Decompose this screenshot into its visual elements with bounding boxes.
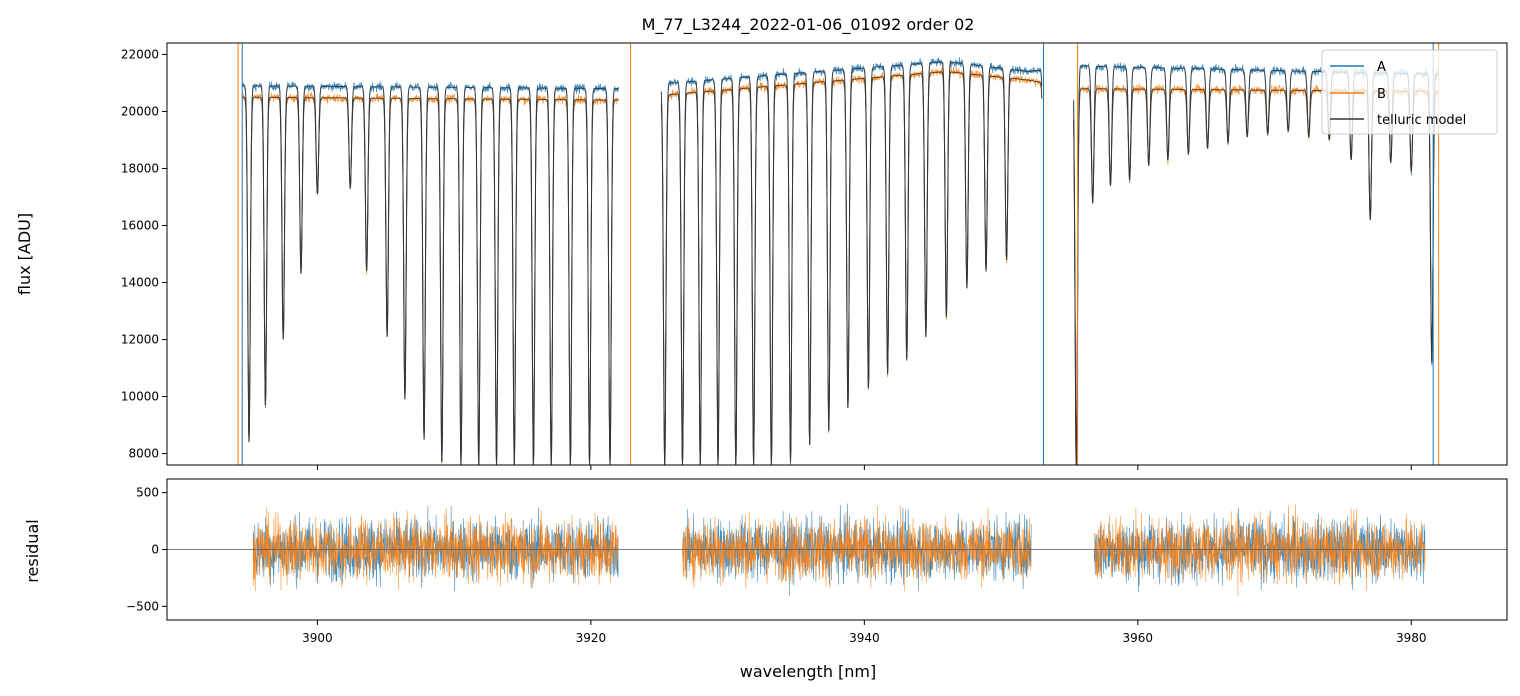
flux-y-tick-label: 16000 [121,218,159,232]
x-tick-label: 3960 [1123,631,1154,645]
residual-y-axis-label: residual [23,519,42,582]
flux-y-tick-label: 20000 [121,104,159,118]
flux-y-tick-label: 14000 [121,276,159,290]
legend-label-telluric-model: telluric model [1377,113,1466,128]
legend-box [1321,49,1498,135]
legend-label-a: A [1377,60,1386,75]
x-axis-label: wavelength [nm] [740,662,877,681]
residual-plot-area [167,503,1507,597]
flux-y-tick-label: 12000 [121,333,159,347]
legend-label-b: B [1377,87,1386,102]
x-tick-label: 3980 [1396,631,1427,645]
residual-x-ticks: 3900 3920 3940 3960 3980 [302,620,1427,645]
flux-y-tick-label: 8000 [128,447,159,461]
flux-x-ticks [316,465,1412,470]
residual-y-ticks: −500 0 500 [126,486,167,613]
x-tick-label: 3920 [576,631,607,645]
flux-plot-area [237,43,1440,465]
residual-y-tick-label: 0 [151,543,159,557]
flux-y-ticks: 8000 10000 12000 14000 16000 18000 20000 22000 [121,47,167,461]
residual-y-tick-label: 500 [136,486,159,500]
residual-y-tick-label: −500 [126,599,159,613]
chart-title: M_77_L3244_2022-01-06_01092 order 02 [642,15,975,35]
flux-y-axis-label: flux [ADU] [15,213,34,295]
x-tick-label: 3940 [849,631,880,645]
flux-y-tick-label: 10000 [121,390,159,404]
flux-y-tick-label: 18000 [121,161,159,175]
legend: A B telluric model [1321,49,1498,135]
flux-axes-frame [166,42,1508,466]
x-tick-label: 3900 [302,631,333,645]
flux-y-tick-label: 22000 [121,47,159,61]
